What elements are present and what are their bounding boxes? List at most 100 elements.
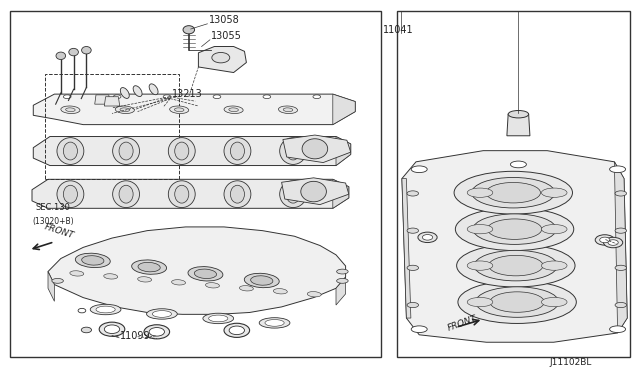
Ellipse shape xyxy=(63,142,77,160)
Ellipse shape xyxy=(195,269,216,279)
Ellipse shape xyxy=(78,308,86,313)
Ellipse shape xyxy=(467,261,493,270)
Ellipse shape xyxy=(175,185,189,203)
Ellipse shape xyxy=(168,181,195,208)
Ellipse shape xyxy=(213,95,221,99)
Ellipse shape xyxy=(412,166,428,173)
Ellipse shape xyxy=(286,142,300,160)
Ellipse shape xyxy=(144,325,170,339)
Ellipse shape xyxy=(280,181,307,208)
Ellipse shape xyxy=(149,327,164,336)
Ellipse shape xyxy=(595,235,614,245)
Ellipse shape xyxy=(138,262,160,272)
Ellipse shape xyxy=(52,278,63,283)
Ellipse shape xyxy=(152,311,172,317)
Ellipse shape xyxy=(132,260,166,274)
Ellipse shape xyxy=(63,95,71,99)
Ellipse shape xyxy=(138,277,152,282)
Ellipse shape xyxy=(224,323,250,337)
Ellipse shape xyxy=(251,276,273,285)
Ellipse shape xyxy=(615,191,627,196)
Ellipse shape xyxy=(307,292,321,297)
Ellipse shape xyxy=(610,326,626,333)
Ellipse shape xyxy=(172,280,186,285)
Ellipse shape xyxy=(313,95,321,99)
Ellipse shape xyxy=(224,181,251,208)
Ellipse shape xyxy=(600,237,610,243)
Ellipse shape xyxy=(467,298,493,307)
Ellipse shape xyxy=(508,110,529,118)
Ellipse shape xyxy=(337,269,348,274)
Ellipse shape xyxy=(115,106,134,113)
Ellipse shape xyxy=(203,313,234,324)
Ellipse shape xyxy=(472,177,555,208)
Ellipse shape xyxy=(422,235,433,240)
Ellipse shape xyxy=(212,52,230,63)
Ellipse shape xyxy=(301,182,326,202)
Ellipse shape xyxy=(407,191,419,196)
Polygon shape xyxy=(336,137,351,166)
Polygon shape xyxy=(333,179,349,208)
Bar xyxy=(10,11,381,357)
Ellipse shape xyxy=(188,267,223,281)
Ellipse shape xyxy=(70,271,84,276)
Ellipse shape xyxy=(99,322,125,336)
Text: 13213: 13213 xyxy=(172,89,202,99)
Ellipse shape xyxy=(113,95,121,99)
Ellipse shape xyxy=(473,214,556,244)
Ellipse shape xyxy=(541,261,567,270)
Ellipse shape xyxy=(120,108,129,112)
Text: FRONT: FRONT xyxy=(447,314,479,333)
Text: (13020+B): (13020+B) xyxy=(32,217,74,226)
Ellipse shape xyxy=(170,106,189,113)
Ellipse shape xyxy=(418,232,437,243)
Ellipse shape xyxy=(490,292,545,312)
Polygon shape xyxy=(48,227,346,314)
Ellipse shape xyxy=(66,108,75,112)
Ellipse shape xyxy=(273,289,287,294)
Ellipse shape xyxy=(259,318,290,328)
Ellipse shape xyxy=(286,185,300,203)
Ellipse shape xyxy=(119,142,133,160)
Polygon shape xyxy=(33,94,355,125)
Ellipse shape xyxy=(224,138,251,164)
Ellipse shape xyxy=(205,283,220,288)
Ellipse shape xyxy=(104,325,120,333)
Ellipse shape xyxy=(149,84,158,95)
Ellipse shape xyxy=(244,273,279,288)
Polygon shape xyxy=(333,94,355,125)
Ellipse shape xyxy=(119,185,133,203)
Ellipse shape xyxy=(120,87,129,99)
Ellipse shape xyxy=(489,255,543,276)
Ellipse shape xyxy=(239,286,253,291)
Ellipse shape xyxy=(209,315,228,322)
Ellipse shape xyxy=(183,26,195,34)
Ellipse shape xyxy=(263,95,271,99)
Ellipse shape xyxy=(224,106,243,113)
Ellipse shape xyxy=(615,265,627,270)
Polygon shape xyxy=(283,135,351,163)
Ellipse shape xyxy=(278,106,298,113)
Ellipse shape xyxy=(147,309,177,319)
Text: 11099: 11099 xyxy=(120,331,151,341)
Ellipse shape xyxy=(57,181,84,208)
Ellipse shape xyxy=(412,326,428,333)
Ellipse shape xyxy=(511,161,527,168)
Ellipse shape xyxy=(175,142,189,160)
Ellipse shape xyxy=(486,182,540,203)
Ellipse shape xyxy=(63,185,77,203)
Ellipse shape xyxy=(337,278,348,283)
Ellipse shape xyxy=(604,237,623,248)
Ellipse shape xyxy=(69,48,79,56)
Ellipse shape xyxy=(265,320,284,326)
Ellipse shape xyxy=(57,138,84,164)
Bar xyxy=(397,11,630,357)
Ellipse shape xyxy=(230,142,244,160)
Ellipse shape xyxy=(280,138,307,164)
Polygon shape xyxy=(104,97,120,106)
Ellipse shape xyxy=(467,188,493,197)
Ellipse shape xyxy=(407,228,419,233)
Ellipse shape xyxy=(175,108,184,112)
Polygon shape xyxy=(507,114,530,136)
Polygon shape xyxy=(198,46,246,73)
